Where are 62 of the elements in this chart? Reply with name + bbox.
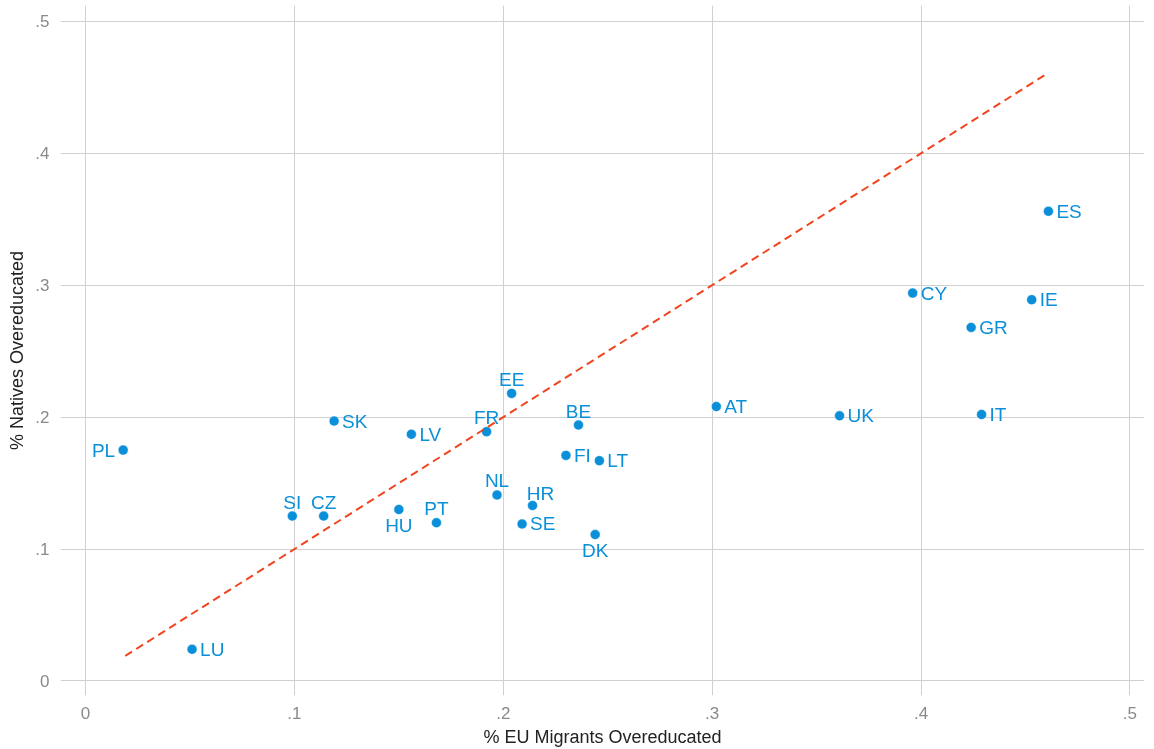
data-label: IT [989, 403, 1007, 425]
x-tick-label: .4 [913, 703, 929, 723]
data-label: UK [847, 405, 875, 427]
y-tick-label: .2 [35, 408, 50, 428]
data-label: HR [526, 483, 555, 505]
data-label: CZ [311, 491, 337, 513]
data-label: LT [607, 450, 629, 472]
y-tick-label: .5 [35, 12, 50, 32]
data-label: SK [342, 410, 368, 432]
point [594, 455, 605, 466]
data-label: GR [979, 316, 1008, 338]
point [711, 401, 722, 412]
point [560, 450, 572, 461]
point [573, 419, 584, 431]
point [318, 510, 329, 522]
point [1043, 206, 1054, 217]
x-tick-label: .2 [496, 703, 511, 723]
data-label: FR [473, 407, 500, 429]
point [834, 410, 845, 422]
y-tick-label: .1 [35, 540, 50, 560]
point [481, 426, 492, 437]
point [328, 415, 340, 427]
data-label: DK [581, 540, 609, 562]
data-label: HU [385, 514, 413, 536]
point [527, 500, 538, 511]
x-tick-label: .3 [705, 703, 720, 723]
point [907, 287, 918, 299]
x-tick-label: 0 [80, 703, 91, 723]
point [117, 444, 129, 456]
point [287, 510, 298, 522]
data-label: LU [200, 638, 225, 660]
point [393, 504, 405, 515]
data-label: LV [419, 423, 442, 445]
data-label: PL [91, 439, 116, 461]
data-label: ES [1056, 200, 1082, 222]
data-label: PT [424, 498, 449, 520]
data-label: IE [1039, 289, 1058, 311]
data-label: SE [530, 513, 556, 535]
point [186, 644, 198, 655]
point [491, 489, 503, 501]
y-axis-title: % Natives Overeducated [7, 250, 28, 451]
x-tick-label: .5 [1122, 703, 1137, 723]
data-label: EE [498, 368, 525, 390]
data-label: AT [724, 396, 748, 418]
point [976, 409, 987, 420]
point [1026, 294, 1037, 305]
data-label: FI [573, 444, 591, 466]
point [589, 529, 601, 540]
point [506, 388, 517, 399]
y-tick-label: .4 [35, 144, 50, 164]
data-label: CY [920, 282, 948, 304]
data-label: SI [283, 491, 302, 513]
y-tick-label: .3 [35, 276, 50, 296]
point [431, 517, 442, 528]
x-axis-title: % EU Migrants Overeducated [483, 726, 722, 747]
x-tick-label: .1 [287, 703, 302, 723]
data-label: NL [484, 470, 510, 492]
point [406, 429, 417, 440]
data-label: BE [565, 400, 592, 422]
point [516, 518, 528, 530]
point [965, 322, 977, 333]
y-tick-label: 0 [40, 671, 50, 691]
